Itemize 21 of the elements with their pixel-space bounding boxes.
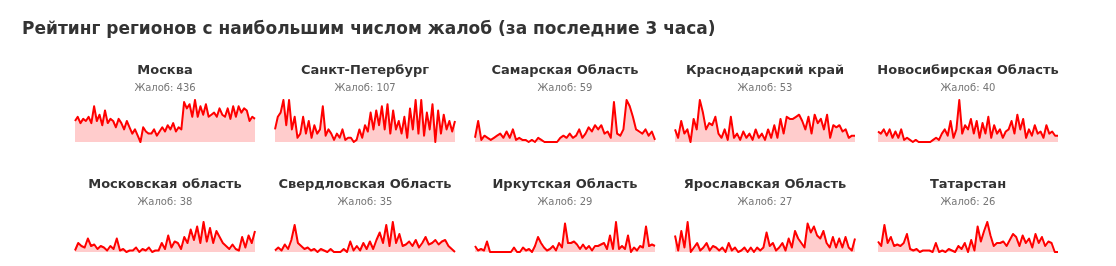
chart-title: Московская область — [88, 176, 242, 191]
chart-title: Татарстан — [929, 176, 1007, 191]
chart-title: Краснодарский край — [685, 62, 845, 77]
text: Рейтинг регионов с наибольшим числом жалоб (за последние 3 часа) — [22, 18, 716, 38]
chart-title: Иркутская Область — [492, 176, 638, 191]
chart-subtitle: Жалоб: 26 — [940, 195, 996, 207]
chart-subtitle: Жалоб: 40 — [940, 81, 996, 93]
chart-subtitle: Жалоб: 436 — [134, 81, 196, 93]
chart-subtitle: Жалоб: 59 — [537, 81, 593, 93]
chart-subtitle: Жалоб: 38 — [137, 195, 193, 207]
chart-title: Самарская Область — [491, 62, 639, 77]
chart-subtitle: Жалоб: 29 — [537, 195, 593, 207]
chart-subtitle: Жалоб: 53 — [737, 81, 793, 93]
chart-title: Москва — [137, 62, 193, 77]
chart-title: Санкт-Петербург — [300, 62, 430, 77]
chart-subtitle: Жалоб: 27 — [737, 195, 793, 207]
chart-title: Новосибирская Область — [877, 62, 1059, 77]
chart-subtitle: Жалоб: 35 — [337, 195, 393, 207]
chart-subtitle: Жалоб: 107 — [334, 81, 396, 93]
chart-title: Ярославская Область — [683, 176, 847, 191]
chart-title: Свердловская Область — [278, 176, 452, 191]
